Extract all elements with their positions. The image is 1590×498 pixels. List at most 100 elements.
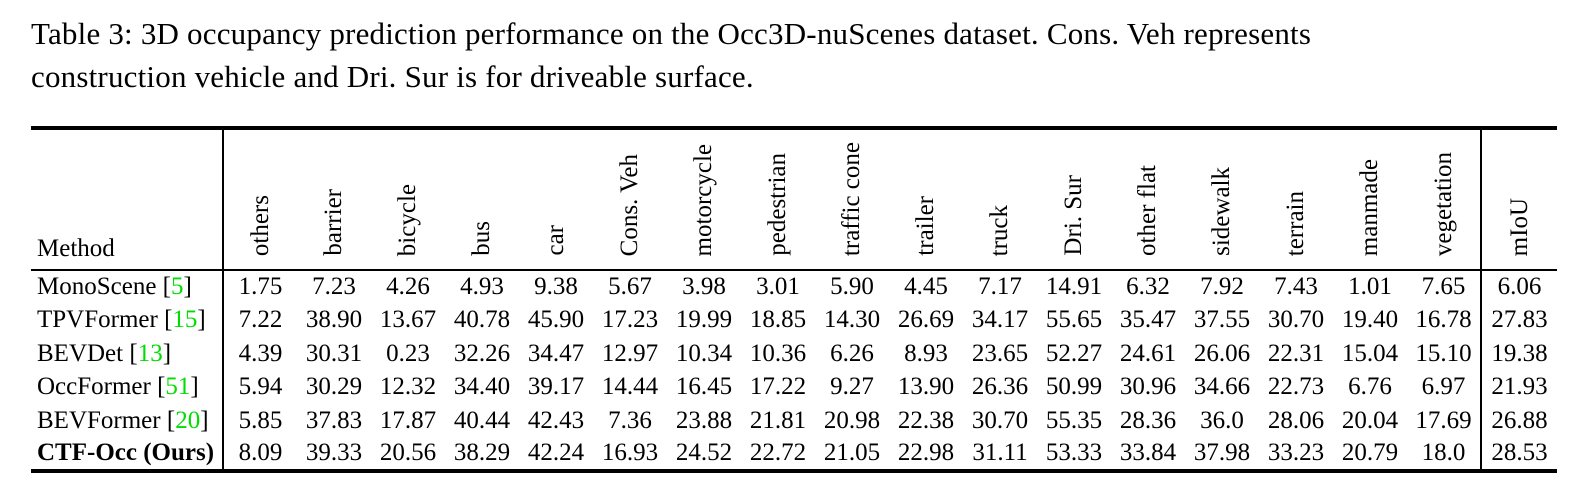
cell-bevformer-other-flat: 28.36 [1119, 406, 1177, 434]
col-header-vegetation: vegetation [1407, 128, 1481, 270]
table-row-occformer: OccFormer [51] 5.94 30.29 12.32 34.40 39.17 14… [31, 370, 1557, 404]
cell-monoscene-bus: 4.93 [460, 273, 504, 301]
cell-occformer-miou: 21.93 [1480, 370, 1557, 404]
cell-ctf-occ-ours-cons-veh: 16.93 [601, 439, 659, 467]
citation-link[interactable]: 20 [175, 406, 201, 434]
col-header-label: bus [468, 221, 496, 256]
cell-occformer-others: 5.94 [238, 373, 283, 401]
cell-occformer-bicycle: 12.32 [379, 373, 437, 401]
cell-ctf-occ-ours-sidewalk: 37.98 [1193, 439, 1251, 467]
cell-ctf-occ-ours-barrier: 39.33 [305, 439, 363, 467]
cell-occformer-dri-sur: 50.99 [1045, 373, 1103, 401]
cell-monoscene-manmade: 1.01 [1348, 273, 1392, 301]
method-cell: BEVFormer [20] [31, 404, 224, 438]
cell-bevformer-barrier: 37.83 [305, 406, 363, 434]
cell-occformer-terrain: 22.73 [1267, 373, 1325, 401]
col-header-label: truck [986, 204, 1014, 256]
cell-monoscene-other-flat: 6.32 [1126, 273, 1170, 301]
table-row-ctf-occ-ours: CTF-Occ (Ours) 8.09 39.33 20.56 38.29 42.24 16… [31, 437, 1557, 471]
cell-tpvformer-manmade: 19.40 [1341, 306, 1399, 334]
citation-link[interactable]: 5 [171, 273, 184, 301]
results-table: Method others barrier bicycle bus car Cons. V… [31, 126, 1557, 473]
col-header-label: motorcycle [690, 143, 718, 256]
cell-bevdet-sidewalk: 26.06 [1193, 339, 1251, 367]
cell-bevformer-truck: 30.70 [971, 406, 1029, 434]
cell-monoscene-dri-sur: 14.91 [1045, 273, 1103, 301]
col-header-label: trailer [912, 196, 940, 256]
col-header-traffic-cone: traffic cone [815, 128, 889, 270]
cell-occformer-cons-veh: 14.44 [601, 373, 659, 401]
cell-tpvformer-vegetation: 16.78 [1415, 306, 1472, 334]
col-header-label: pedestrian [764, 153, 792, 256]
col-header-label: Dri. Sur [1060, 175, 1088, 256]
method-name: MonoScene [37, 273, 157, 301]
cell-ctf-occ-ours-bus: 38.29 [453, 439, 511, 467]
cell-tpvformer-others: 7.22 [238, 306, 283, 334]
cell-occformer-other-flat: 30.96 [1119, 373, 1177, 401]
col-header-label: sidewalk [1208, 167, 1236, 256]
cell-monoscene-truck: 7.17 [978, 273, 1022, 301]
cell-ctf-occ-ours-manmade: 20.79 [1341, 439, 1399, 467]
cell-ctf-occ-ours-bicycle: 20.56 [379, 439, 437, 467]
cell-ctf-occ-ours-dri-sur: 53.33 [1045, 439, 1103, 467]
cell-bevformer-miou: 26.88 [1480, 404, 1557, 438]
cell-tpvformer-terrain: 30.70 [1267, 306, 1325, 334]
cell-bevformer-manmade: 20.04 [1341, 406, 1399, 434]
cell-occformer-trailer: 13.90 [897, 373, 955, 401]
col-header-label: barrier [320, 189, 348, 256]
method-cell: TPVFormer [15] [31, 303, 224, 337]
cell-bevdet-other-flat: 24.61 [1119, 339, 1177, 367]
cell-ctf-occ-ours-truck: 31.11 [972, 439, 1028, 467]
citation-link[interactable]: 13 [137, 339, 163, 367]
col-header-terrain: terrain [1259, 128, 1333, 270]
cell-monoscene-terrain: 7.43 [1274, 273, 1318, 301]
citation-link[interactable]: 15 [172, 306, 198, 334]
cell-bevformer-car: 42.43 [527, 406, 585, 434]
cell-bevdet-bicycle: 0.23 [386, 339, 430, 367]
cell-bevformer-bus: 40.44 [453, 406, 511, 434]
cell-monoscene-motorcycle: 3.98 [682, 273, 726, 301]
cell-bevformer-vegetation: 17.69 [1415, 406, 1472, 434]
cell-occformer-bus: 34.40 [453, 373, 511, 401]
cell-monoscene-vegetation: 7.65 [1421, 273, 1466, 301]
col-header-label: Cons. Veh [616, 153, 644, 256]
col-header-label: terrain [1282, 190, 1310, 256]
cell-bevformer-traffic-cone: 20.98 [823, 406, 881, 434]
cell-tpvformer-motorcycle: 19.99 [675, 306, 733, 334]
cell-ctf-occ-ours-others: 8.09 [238, 439, 283, 467]
col-header-trailer: trailer [889, 128, 963, 270]
cell-occformer-motorcycle: 16.45 [675, 373, 733, 401]
cell-bevformer-others: 5.85 [238, 406, 283, 434]
col-header-label: bicycle [394, 183, 422, 256]
cell-bevdet-terrain: 22.31 [1267, 339, 1325, 367]
col-header-label: others [246, 194, 274, 256]
method-name: BEVDet [37, 339, 124, 367]
cell-ctf-occ-ours-vegetation: 18.0 [1421, 439, 1466, 467]
cell-tpvformer-barrier: 38.90 [305, 306, 363, 334]
col-header-bicycle: bicycle [371, 128, 445, 270]
col-header-car: car [519, 128, 593, 270]
table-row-bevformer: BEVFormer [20] 5.85 37.83 17.87 40.44 42.43 7.… [31, 404, 1557, 438]
cell-bevdet-vegetation: 15.10 [1415, 339, 1472, 367]
table-caption: Table 3: 3D occupancy prediction perform… [31, 12, 1560, 98]
cell-tpvformer-traffic-cone: 14.30 [823, 306, 881, 334]
cell-bevdet-trailer: 8.93 [904, 339, 948, 367]
cell-tpvformer-car: 45.90 [527, 306, 585, 334]
col-header-label: manmade [1356, 158, 1384, 256]
cell-ctf-occ-ours-miou: 28.53 [1480, 437, 1557, 471]
cell-tpvformer-bus: 40.78 [453, 306, 511, 334]
cell-ctf-occ-ours-pedestrian: 22.72 [749, 439, 807, 467]
cell-monoscene-car: 9.38 [534, 273, 578, 301]
method-cell: MonoScene [5] [31, 270, 224, 304]
cell-bevformer-trailer: 22.38 [897, 406, 955, 434]
cell-bevformer-motorcycle: 23.88 [675, 406, 733, 434]
cell-bevformer-dri-sur: 55.35 [1045, 406, 1103, 434]
cell-ctf-occ-ours-other-flat: 33.84 [1119, 439, 1177, 467]
cell-bevformer-terrain: 28.06 [1267, 406, 1325, 434]
col-header-truck: truck [963, 128, 1037, 270]
col-header-other-flat: other flat [1111, 128, 1185, 270]
cell-tpvformer-miou: 27.83 [1480, 303, 1557, 337]
citation-link[interactable]: 51 [165, 373, 191, 401]
cell-bevdet-cons-veh: 12.97 [601, 339, 659, 367]
cell-bevdet-others: 4.39 [238, 339, 283, 367]
